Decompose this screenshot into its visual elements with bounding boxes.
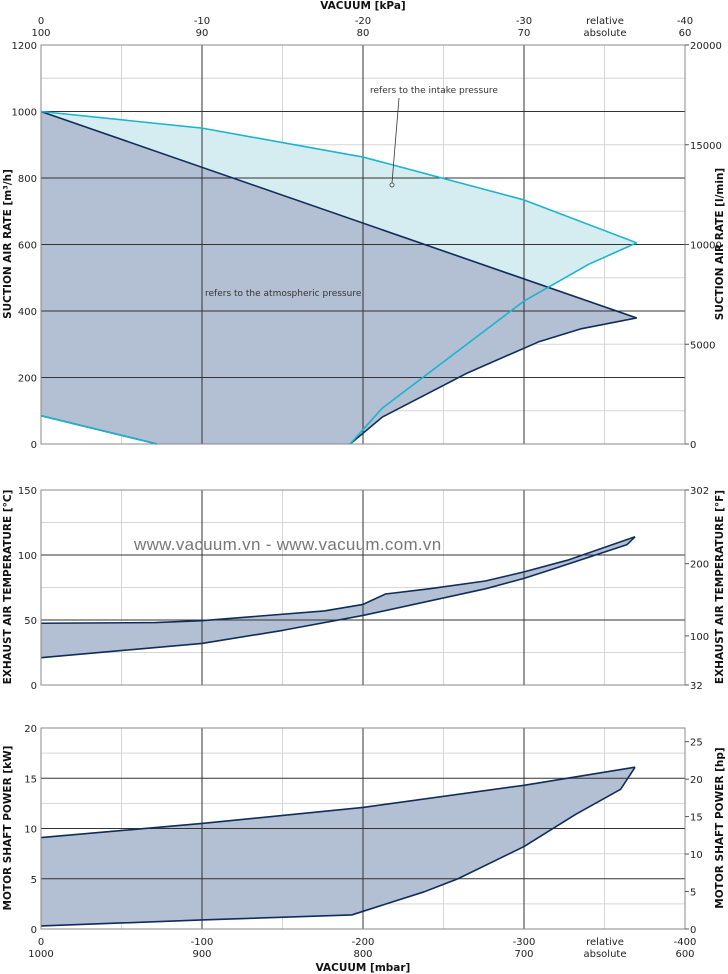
right-tick-label: 15000	[690, 141, 722, 152]
series-line-upper	[40, 110, 637, 319]
series-area-1	[41, 767, 636, 926]
right-tick-label: 10	[690, 850, 703, 861]
right-tick-label: 5000	[690, 340, 715, 351]
y-axis-title: SUCTION AIR RATE [m³/h]	[2, 169, 14, 319]
top-absolute-tick: 90	[196, 28, 209, 39]
plot-frame	[40, 727, 686, 930]
annotation-intake-pressure: refers to the intake pressure	[370, 86, 498, 96]
series-line-lower	[40, 766, 636, 927]
y-tick-label: 150	[18, 486, 37, 497]
y-tick-label: 100	[18, 551, 37, 562]
right-tick-label: 100	[690, 632, 709, 643]
right-tick-label: 10000	[690, 241, 722, 252]
y-axis-title: MOTOR SHAFT POWER [kW]	[2, 746, 14, 911]
bottom-absolute-tick: 1000	[28, 949, 53, 960]
bottom-absolute-tick: 700	[514, 949, 533, 960]
annotation-leader-line	[391, 97, 400, 184]
top-axis-title: VACUUM [kPa]	[320, 0, 405, 12]
bottom-absolute-label: absolute	[584, 949, 627, 960]
series-line-lower	[40, 536, 636, 659]
y-tick-label: 0	[31, 925, 37, 936]
bottom-absolute-tick: 900	[192, 949, 211, 960]
annotation-atmospheric-pressure: refers to the atmospheric pressure	[205, 289, 362, 299]
right-tick-label: 32	[690, 681, 703, 692]
watermark: www.vacuum.vn - www.vacuum.com.vn	[133, 535, 441, 554]
y-axis-title-right: SUCTION AIR RATE [l/min]	[714, 168, 726, 320]
y-tick-label: 50	[24, 616, 37, 627]
panel-3: 0 5 10 15 20 0 5 10 15 20 25 MOTOR SHAFT POWER [kW]…	[2, 724, 726, 936]
top-absolute-tick: 80	[357, 28, 370, 39]
bottom-relative-tick: -400	[674, 937, 697, 948]
series-line-extra	[40, 414, 158, 445]
bottom-axis-title: VACUUM [mbar]	[316, 962, 411, 974]
y-axis-title: EXHAUST AIR TEMPERATURE [°C]	[2, 490, 14, 685]
top-relative-label: relative	[586, 16, 624, 27]
bottom-absolute-tick: 800	[353, 949, 372, 960]
right-tick-label: 302	[690, 486, 709, 497]
series-line-upper	[40, 766, 636, 839]
y-tick-label: 0	[31, 440, 37, 451]
top-relative-tick: 0	[38, 16, 44, 27]
top-relative-tick: -10	[194, 16, 210, 27]
top-relative-tick: -30	[516, 16, 532, 27]
right-tick-label: 25	[690, 738, 703, 749]
series-line-upper	[40, 110, 637, 244]
top-relative-tick: -40	[677, 16, 693, 27]
right-tick-label: 0	[690, 440, 696, 451]
annotation-marker	[389, 182, 395, 188]
top-absolute-label: absolute	[584, 28, 627, 39]
y-tick-label: 10	[24, 825, 37, 836]
y-tick-label: 800	[18, 174, 37, 185]
plot-frame	[40, 489, 686, 686]
y-tick-label: 200	[18, 374, 37, 385]
y-tick-label: 20	[24, 724, 37, 735]
panel-1: 0 200 400 600 800 1000 1200 0 5000 10000 15000 2000…	[2, 41, 726, 451]
bottom-absolute-tick: 600	[675, 949, 694, 960]
y-tick-label: 1200	[12, 41, 37, 52]
top-absolute-tick: 100	[31, 28, 50, 39]
bottom-relative-tick: -200	[352, 937, 375, 948]
right-tick-label: 200	[690, 560, 709, 571]
top-absolute-tick: 70	[518, 28, 531, 39]
y-tick-label: 1000	[12, 108, 37, 119]
y-tick-label: 600	[18, 241, 37, 252]
series-line-lower	[349, 317, 637, 445]
series-line-lower	[349, 242, 638, 445]
top-relative-tick: -20	[355, 16, 371, 27]
panel-2: 0 50 100 150 32 100 200 302 EXHAUST AIR TEMPERAT…	[2, 486, 726, 692]
top-absolute-tick: 60	[679, 28, 692, 39]
series-area-2	[41, 111, 637, 444]
series-area-1	[41, 536, 636, 658]
y-axis-title-right: EXHAUST AIR TEMPERATURE [°F]	[714, 490, 726, 684]
right-tick-label: 20	[690, 775, 703, 786]
series-line-upper	[40, 536, 636, 625]
bottom-relative-tick: -100	[191, 937, 214, 948]
bottom-relative-tick: 0	[38, 937, 44, 948]
right-tick-label: 15	[690, 813, 703, 824]
right-tick-label: 20000	[690, 41, 722, 52]
bottom-relative-tick: -300	[513, 937, 536, 948]
right-tick-label: 5	[690, 888, 696, 899]
bottom-relative-label: relative	[586, 937, 624, 948]
right-tick-label: 0	[690, 925, 696, 936]
y-tick-label: 0	[31, 681, 37, 692]
y-tick-label: 400	[18, 307, 37, 318]
y-tick-label: 15	[24, 774, 37, 785]
y-tick-label: 5	[31, 875, 37, 886]
y-axis-title-right: MOTOR SHAFT POWER [hp]	[714, 747, 726, 908]
